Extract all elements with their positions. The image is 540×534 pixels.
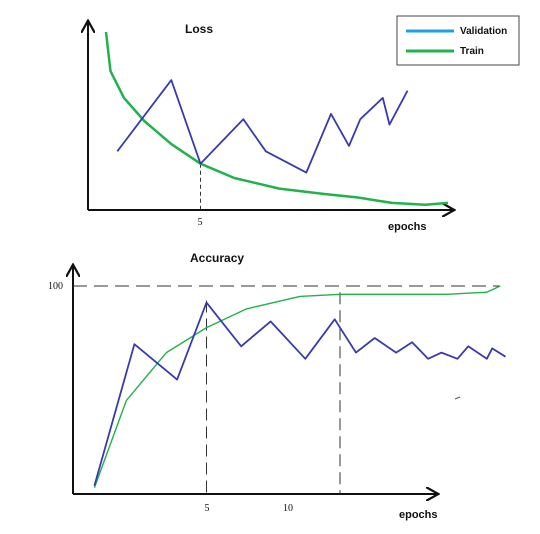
accuracy-x-tick-10: 10 xyxy=(283,503,293,514)
accuracy-y-tick-100: 100 xyxy=(48,281,63,292)
legend-box xyxy=(396,15,520,66)
legend-label-train: Train xyxy=(460,46,484,57)
loss-x-label: epochs xyxy=(388,221,427,233)
accuracy-train-line xyxy=(93,285,501,489)
accuracy-chart: Accuracy epochs 100 5 10 xyxy=(48,251,506,521)
accuracy-x-label: epochs xyxy=(399,509,438,521)
accuracy-title: Accuracy xyxy=(190,251,244,265)
loss-chart: Loss epochs 5 xyxy=(88,22,453,233)
loss-train-line xyxy=(104,31,449,206)
stray-mark xyxy=(454,396,461,400)
loss-validation-line xyxy=(116,79,409,174)
accuracy-x-tick-5: 5 xyxy=(205,503,210,514)
loss-x-tick-5: 5 xyxy=(198,217,203,228)
loss-title: Loss xyxy=(185,22,213,36)
legend-label-validation: Validation xyxy=(460,26,507,37)
accuracy-validation-line xyxy=(93,301,506,486)
legend: Validation Train xyxy=(396,15,520,66)
